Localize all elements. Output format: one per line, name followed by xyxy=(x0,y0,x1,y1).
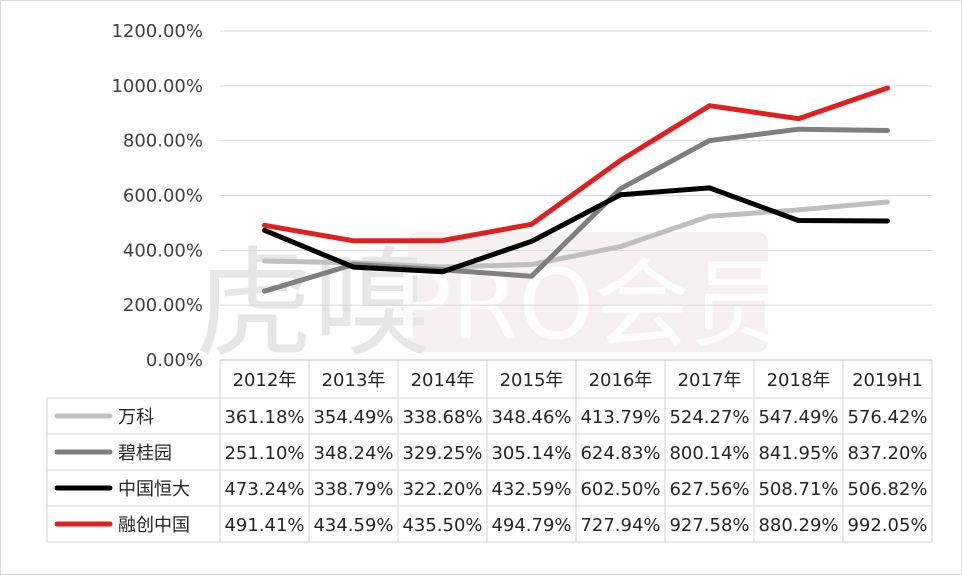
legend-label: 中国恒大 xyxy=(118,479,190,500)
data-label: 413.79% xyxy=(580,407,660,428)
data-label: 354.49% xyxy=(313,407,393,428)
watermark-badge xyxy=(408,232,768,352)
y-tick-label: 600.00% xyxy=(123,186,203,207)
data-label: 841.95% xyxy=(758,443,838,464)
category-label: 2015年 xyxy=(500,370,564,391)
y-tick-label: 200.00% xyxy=(123,295,203,316)
data-label: 348.24% xyxy=(313,443,393,464)
data-label: 576.42% xyxy=(847,407,927,428)
watermark-text-1: 虎嗅 xyxy=(195,235,431,373)
legend-label: 碧桂园 xyxy=(118,443,172,464)
data-label: 624.83% xyxy=(580,443,660,464)
data-label: 727.94% xyxy=(580,515,660,536)
data-label: 338.79% xyxy=(313,479,393,500)
category-label: 2018年 xyxy=(767,370,831,391)
data-label: 506.82% xyxy=(847,479,927,500)
data-label: 434.59% xyxy=(313,515,393,536)
data-label: 494.79% xyxy=(491,515,571,536)
y-tick-label: 800.00% xyxy=(123,131,203,152)
category-label: 2012年 xyxy=(233,370,297,391)
data-table: 2012年 2013年 2014年 2015年 2016年 2017年 2018年 2019H… xyxy=(46,359,933,543)
data-label: 837.20% xyxy=(847,443,927,464)
data-label: 508.71% xyxy=(758,479,838,500)
y-axis: 0.00% 200.00% 400.00% 600.00% 800.00% 1000.00… xyxy=(111,21,203,371)
data-label: 251.10% xyxy=(224,443,304,464)
data-label: 361.18% xyxy=(224,407,304,428)
data-label: 338.68% xyxy=(402,407,482,428)
data-label: 473.24% xyxy=(224,479,304,500)
y-tick-label: 400.00% xyxy=(123,240,203,261)
data-label: 432.59% xyxy=(491,479,571,500)
category-label: 2014年 xyxy=(411,370,475,391)
data-label: 800.14% xyxy=(669,443,749,464)
data-label: 602.50% xyxy=(580,479,660,500)
y-tick-label: 1200.00% xyxy=(111,21,203,42)
data-label: 305.14% xyxy=(491,443,571,464)
data-label: 435.50% xyxy=(402,515,482,536)
legend-label: 万科 xyxy=(118,407,154,428)
data-label: 491.41% xyxy=(224,515,304,536)
data-label: 927.58% xyxy=(669,515,749,536)
y-tick-label: 0.00% xyxy=(146,350,203,371)
data-label: 524.27% xyxy=(669,407,749,428)
category-label: 2013年 xyxy=(322,370,386,391)
data-label: 329.25% xyxy=(402,443,482,464)
legend-label: 融创中国 xyxy=(118,515,190,536)
y-tick-label: 1000.00% xyxy=(111,76,203,97)
series-line xyxy=(262,85,890,244)
data-label: 880.29% xyxy=(758,515,838,536)
data-label: 547.49% xyxy=(758,407,838,428)
category-label: 2019H1 xyxy=(852,370,923,391)
data-label: 627.56% xyxy=(669,479,749,500)
data-label: 322.20% xyxy=(402,479,482,500)
series-line xyxy=(262,185,890,275)
data-label: 348.46% xyxy=(491,407,571,428)
category-label: 2017年 xyxy=(678,370,742,391)
category-label: 2016年 xyxy=(589,370,653,391)
gridlines xyxy=(220,30,932,306)
series-lines xyxy=(262,85,890,294)
data-label: 992.05% xyxy=(847,515,927,536)
